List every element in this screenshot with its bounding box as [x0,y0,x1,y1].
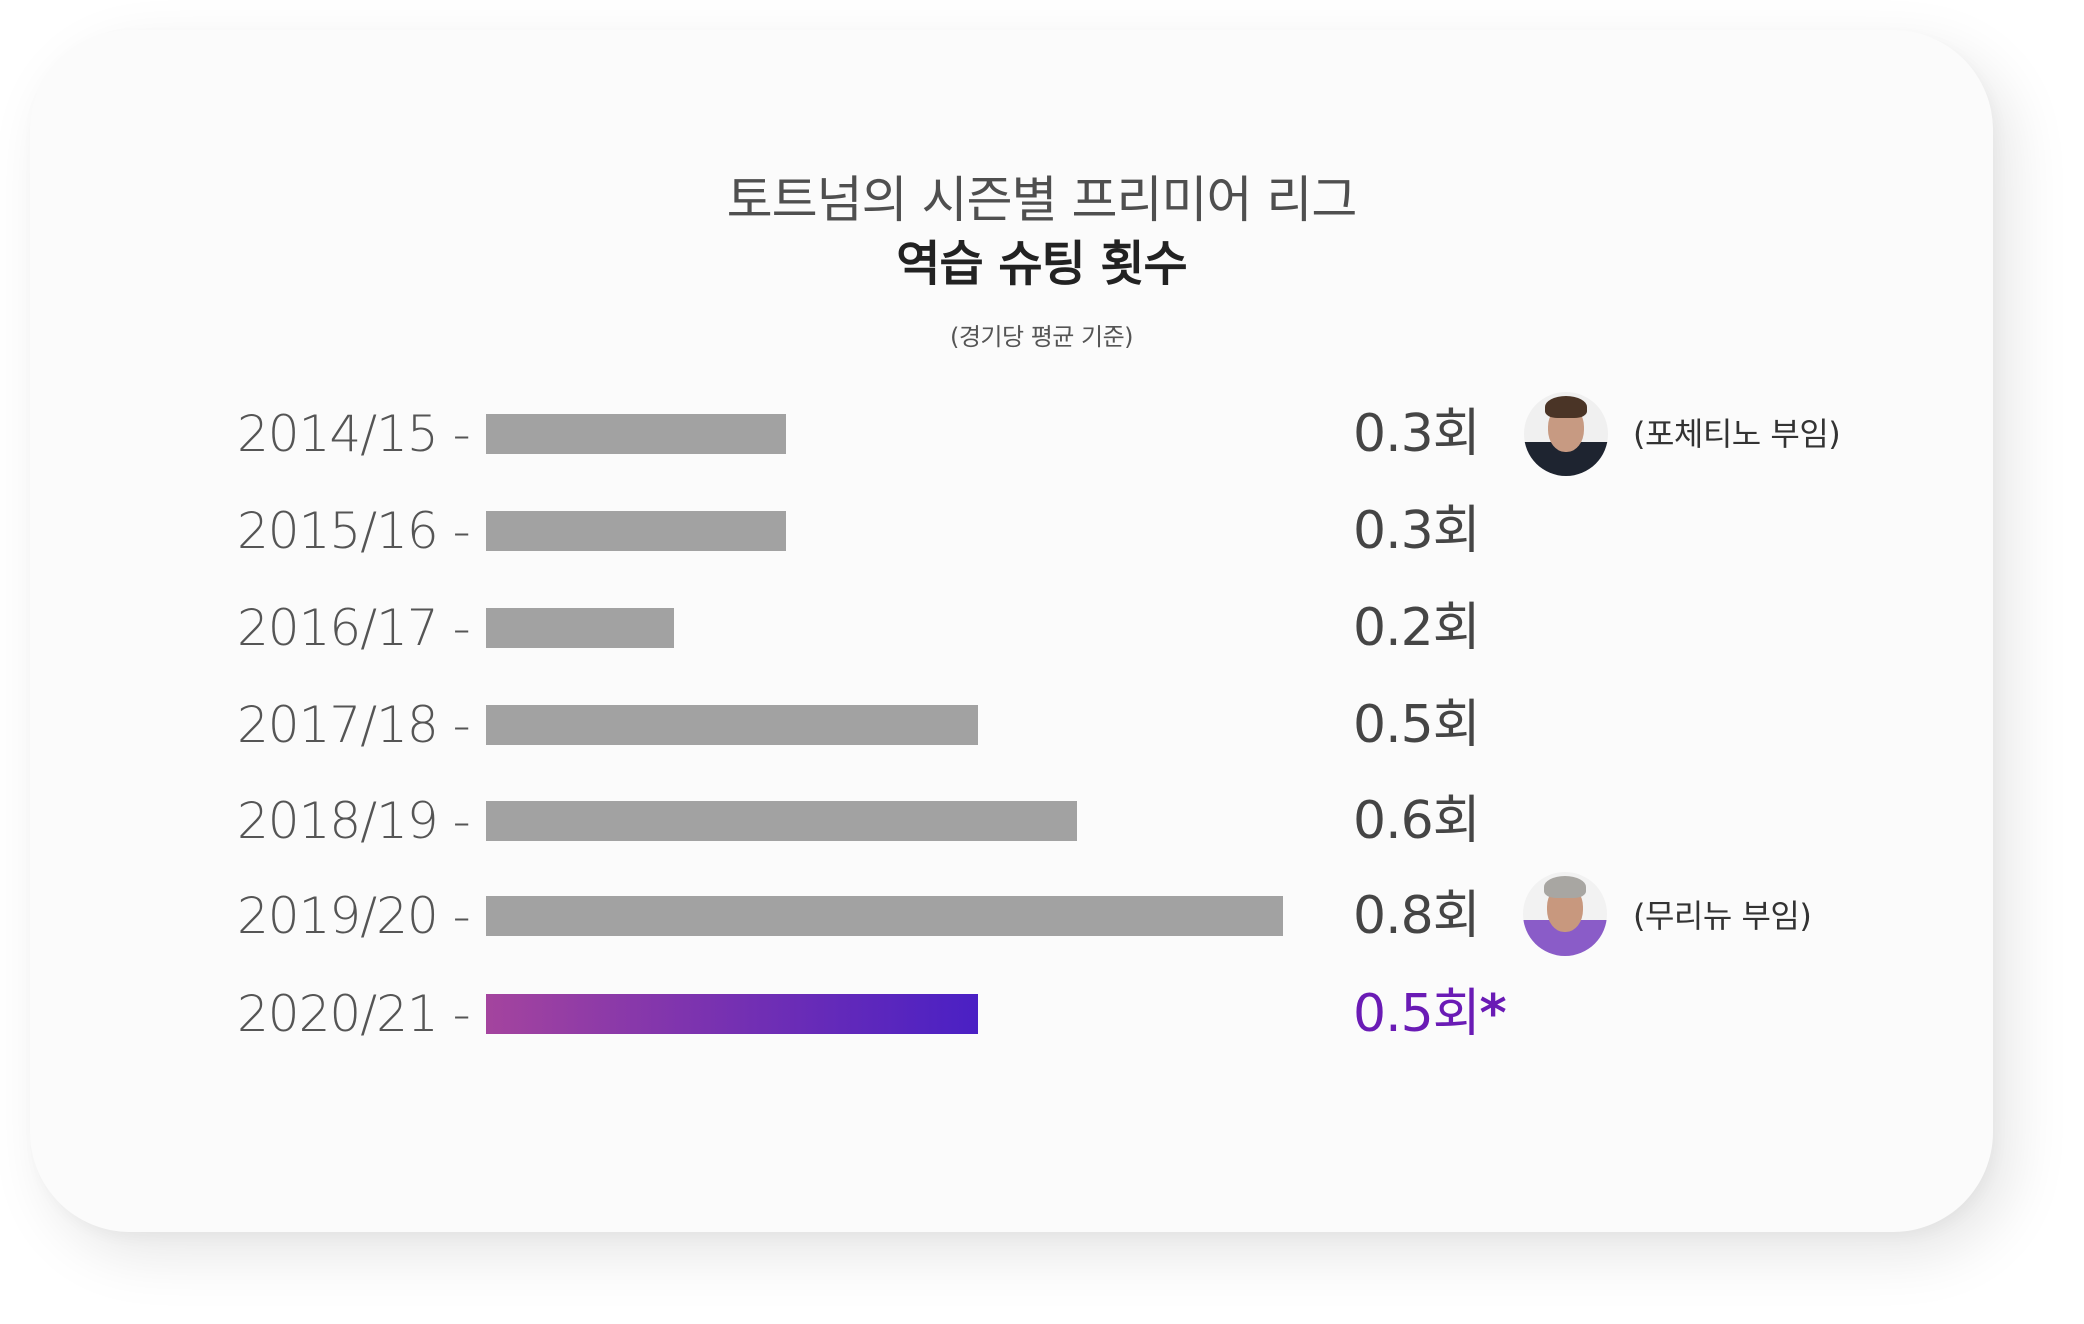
chart-subtitle: (경기당 평균 기준) [949,323,1134,351]
bar [486,705,978,745]
season-label: 2017/18 - [237,696,471,754]
bar [486,801,1077,841]
season-label: 2016/17 - [237,599,471,657]
mourinho-avatar [1523,872,1607,956]
chart-card: 토트넘의 시즌별 프리미어 리그 역습 슈팅 횟수 (경기당 평균 기준) [30,30,1993,1232]
season-label: 2014/15 - [237,405,471,463]
value-label: 0.6회 [1353,791,1481,851]
bar [486,608,674,648]
bar [486,414,786,454]
bar-row: 2016/17 - 0.2회 [0,598,2084,658]
bar [486,511,786,551]
pochettino-avatar [1524,392,1608,476]
avatar-hair [1545,396,1587,418]
value-label: 0.5회 [1353,695,1481,755]
chart-title-line1: 토트넘의 시즌별 프리미어 리그 [726,171,1358,229]
value-label: 0.3회 [1353,501,1481,561]
manager-note: (포체티노 부임) [1633,415,1841,453]
bar-row: 2017/18 - 0.5회 [0,695,2084,755]
avatar-hair [1544,876,1586,898]
bar [486,896,1283,936]
season-label: 2019/20 - [237,887,471,945]
bar-row: 2014/15 - 0.3회 (포체티노 부임) [0,392,2084,476]
bar-row-highlighted: 2020/21 - 0.5회* [0,984,2084,1044]
value-label: 0.8회 [1353,886,1481,946]
asterisk-mark: * [1479,984,1507,1044]
bar-row: 2015/16 - 0.3회 [0,501,2084,561]
bar-row: 2018/19 - 0.6회 [0,791,2084,851]
value-label: 0.2회 [1353,598,1481,658]
value-text: 0.5회 [1353,984,1481,1044]
manager-note: (무리뉴 부임) [1633,897,1812,935]
season-label: 2020/21 - [237,985,471,1043]
value-label: 0.3회 [1353,404,1481,464]
season-label: 2015/16 - [237,502,471,560]
chart-title-line2: 역습 슈팅 횟수 [896,236,1187,292]
bar-highlighted [486,994,978,1034]
season-label: 2018/19 - [237,792,471,850]
value-label-highlighted: 0.5회* [1353,984,1507,1044]
bar-row: 2019/20 - 0.8회 (무리뉴 부임) [0,872,2084,956]
